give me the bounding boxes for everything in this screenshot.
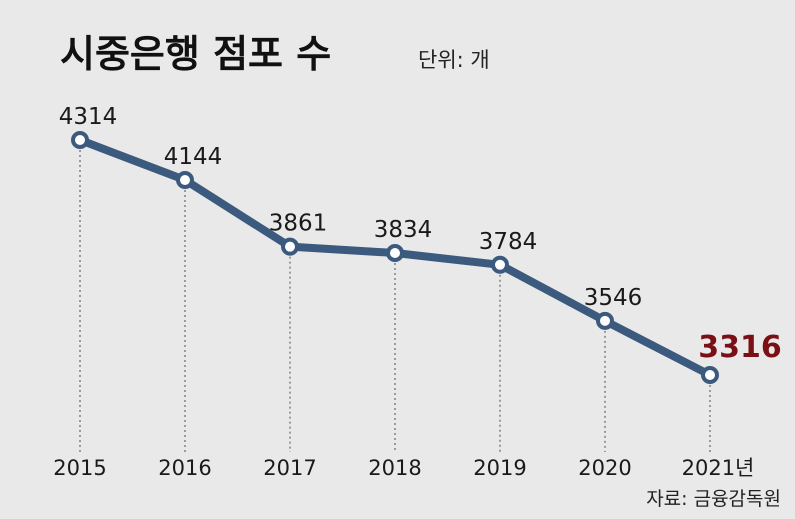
data-point-2018: [386, 244, 404, 263]
value-label-2020: 3546: [584, 285, 643, 311]
source-note: 자료: 금융감독원: [646, 488, 781, 510]
data-point-2021: [701, 366, 719, 384]
data-point-2017: [281, 237, 299, 256]
x-tick-2015: 2015: [53, 456, 106, 480]
data-point-2016: [176, 171, 194, 190]
x-tick-2020: 2020: [578, 456, 631, 480]
value-label-2017: 3861: [269, 211, 328, 237]
x-axis-ticks: 2015 2016 2017 2018 2019 2020 2021년: [53, 456, 754, 480]
value-labels: 4314 4144 3861 3834 3784 3546 3316: [59, 104, 782, 365]
data-markers: [71, 131, 719, 384]
data-point-2020: [596, 311, 614, 330]
x-tick-2017: 2017: [263, 456, 316, 480]
x-tick-2021: 2021년: [682, 456, 755, 480]
data-point-2015: [71, 131, 89, 149]
x-tick-2019: 2019: [473, 456, 526, 480]
value-label-2019: 3784: [479, 229, 538, 255]
x-tick-2018: 2018: [368, 456, 421, 480]
x-tick-2016: 2016: [158, 456, 211, 480]
value-label-2016: 4144: [164, 144, 223, 170]
data-point-2019: [491, 255, 509, 274]
drop-lines: [79, 140, 711, 452]
unit-label: 단위: 개: [418, 48, 490, 72]
value-label-2021: 3316: [698, 330, 782, 365]
value-label-2018: 3834: [374, 217, 433, 243]
chart-title: 시중은행 점포 수: [60, 32, 331, 76]
value-label-2015: 4314: [59, 104, 118, 130]
